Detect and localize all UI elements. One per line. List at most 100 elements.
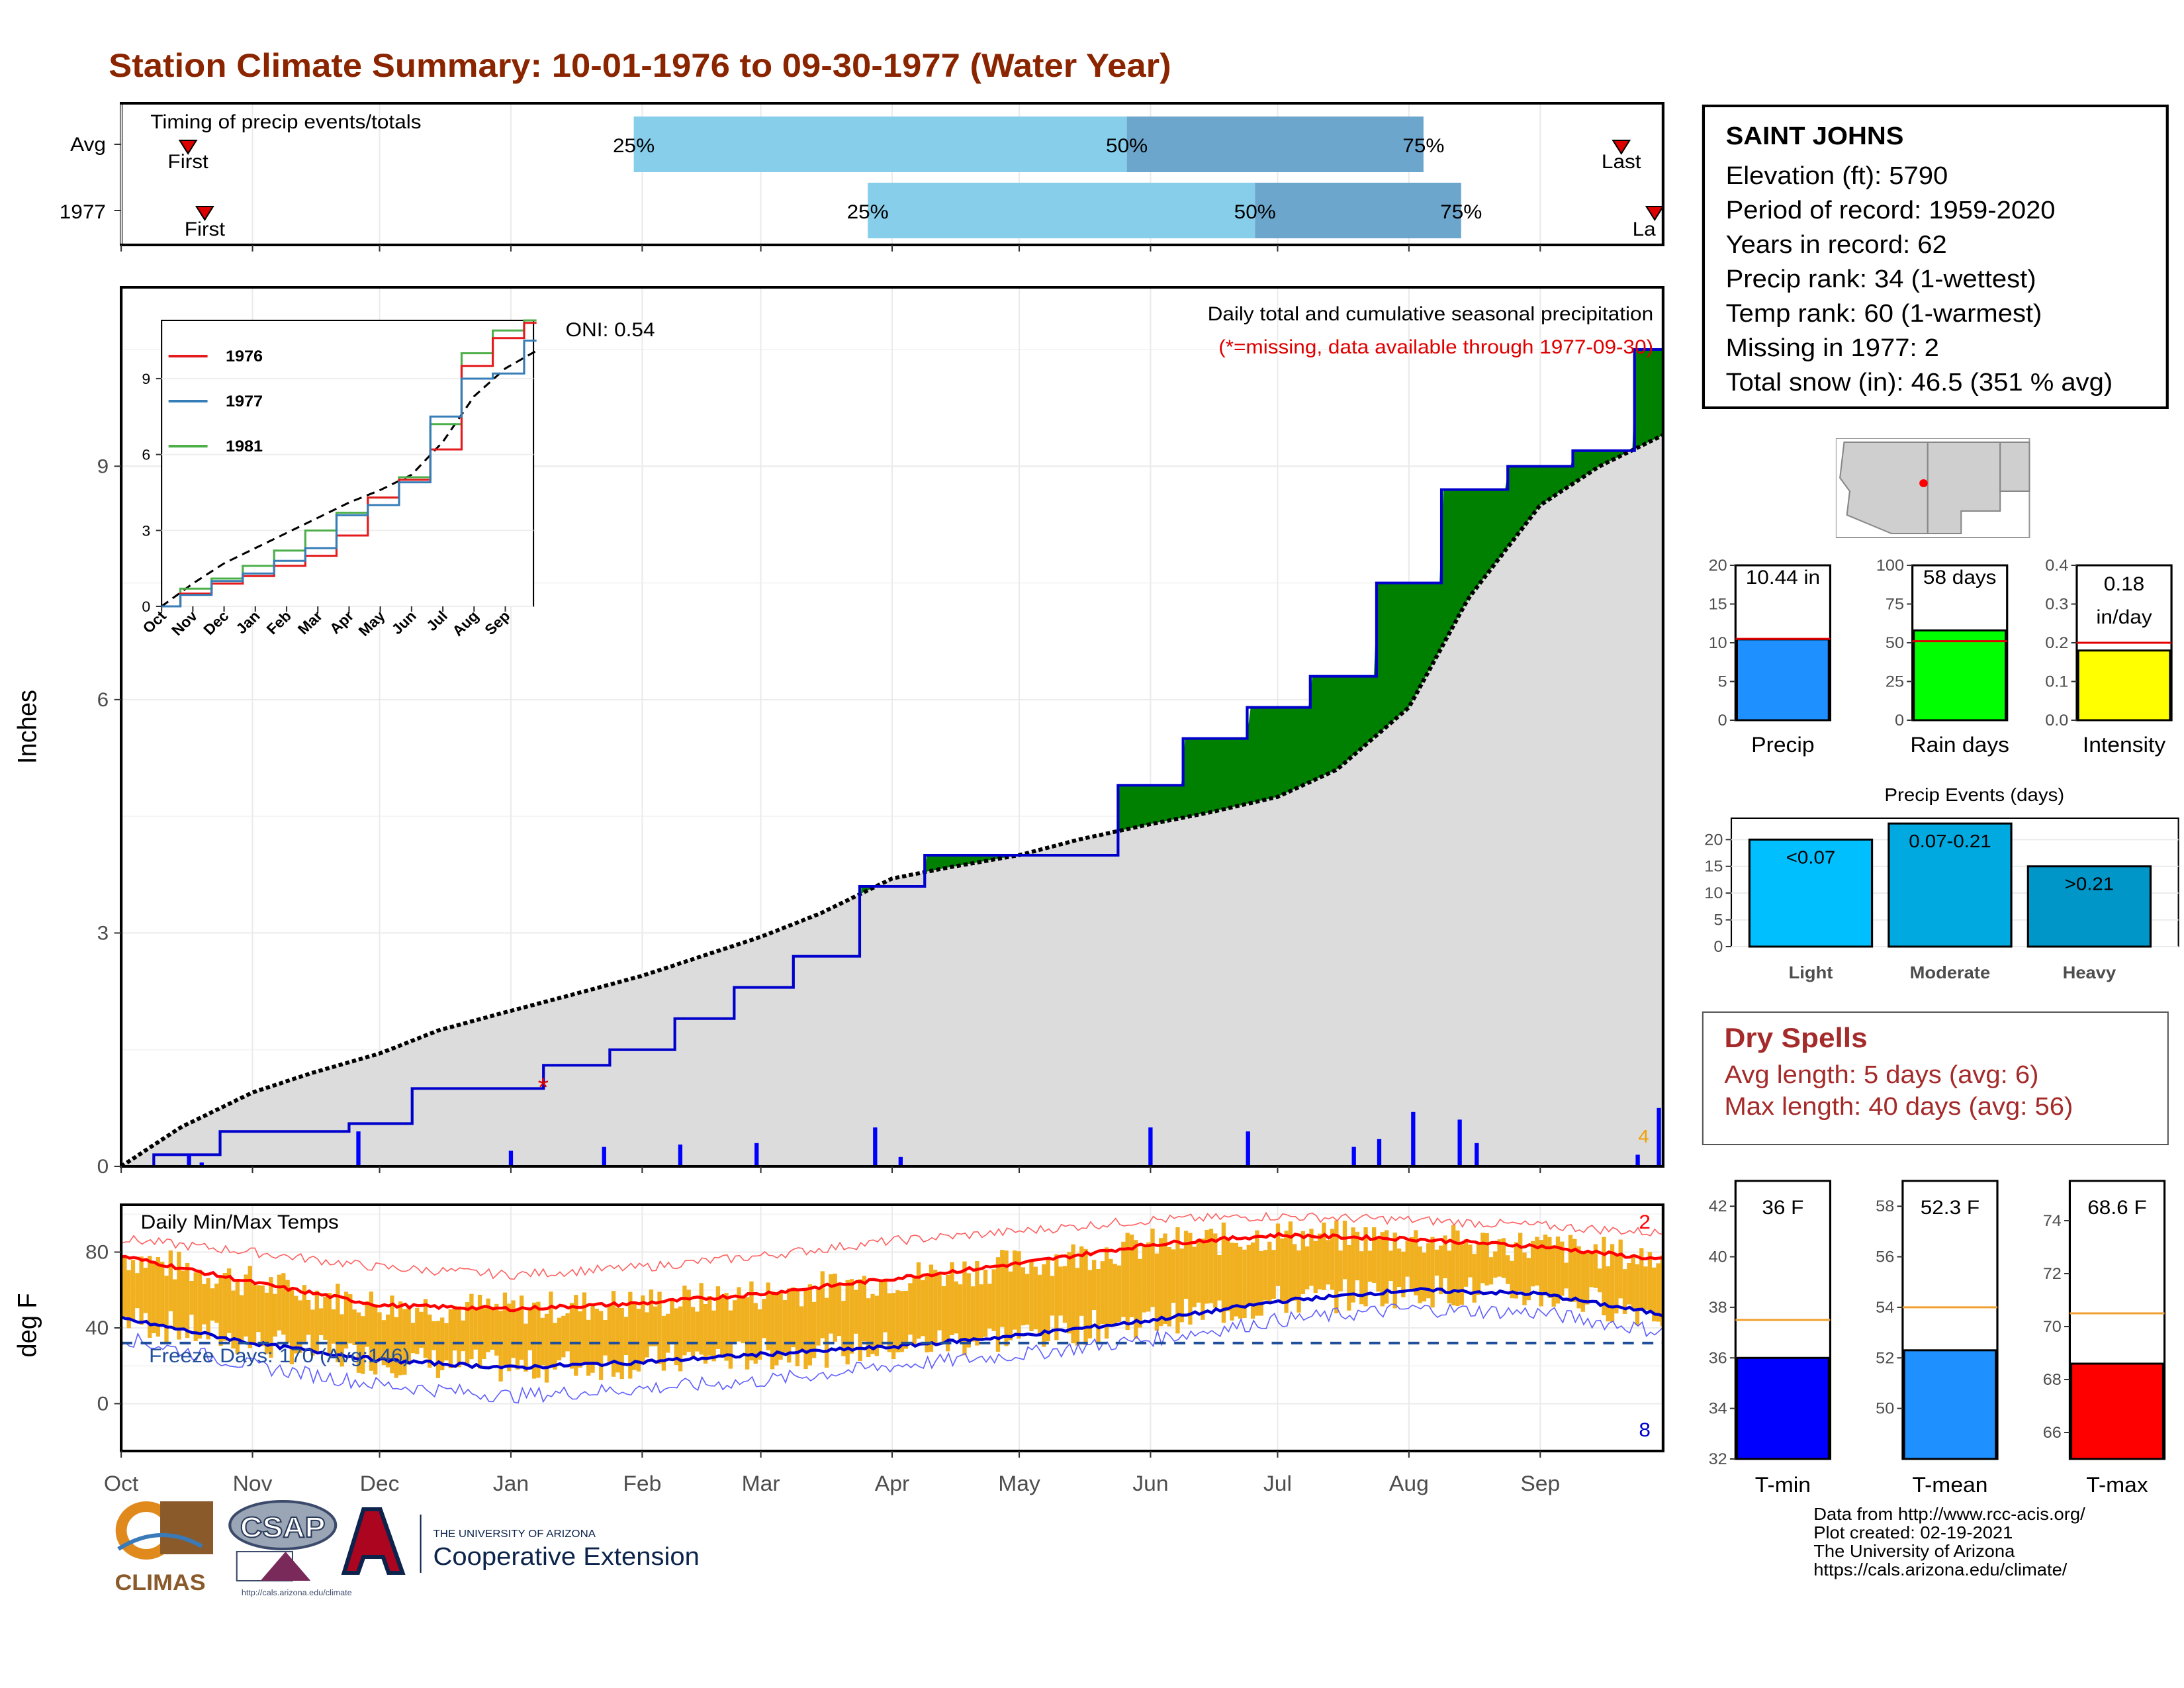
inset-legend-1981: 1981 <box>226 438 263 455</box>
temp-range-bar <box>1029 1259 1034 1331</box>
temp-range-bar <box>574 1295 578 1376</box>
temp-range-bar <box>1597 1268 1602 1293</box>
temp-range-bar <box>1518 1233 1523 1291</box>
mini-value-label: 0.18 <box>2104 573 2144 595</box>
temp-range-bar <box>1459 1244 1464 1305</box>
temp-range-bar <box>657 1291 662 1364</box>
temp-range-bar <box>1125 1233 1130 1330</box>
temp-range-bar <box>444 1323 449 1361</box>
temp-range-bar <box>1455 1230 1460 1306</box>
logos: CLIMAS CSAP http://cals.arizona.edu/clim… <box>114 1500 700 1597</box>
temp-range-bar <box>549 1291 553 1366</box>
temp-xtick-label: Dec <box>360 1472 400 1495</box>
freeze-days-label: Freeze Days: 170 (Avg:146) <box>149 1344 410 1367</box>
temp-range-bar <box>753 1303 758 1364</box>
temp-range-bar <box>536 1301 541 1378</box>
temp-range-bar <box>544 1313 549 1383</box>
temp-range-bar <box>336 1284 340 1362</box>
temp-range-bar <box>653 1306 658 1346</box>
temp-range-bar <box>866 1298 871 1357</box>
temp-range-bar <box>1046 1258 1050 1342</box>
temp-range-bar <box>603 1320 608 1356</box>
temp-range-bar <box>1175 1227 1180 1334</box>
temp-range-bar <box>803 1290 808 1369</box>
temp-range-bar <box>1013 1250 1017 1330</box>
temp-range-bar <box>1246 1244 1251 1307</box>
tbar-ytick-label: 50 <box>1876 1400 1894 1417</box>
temp-range-bar <box>1351 1227 1355 1303</box>
temp-range-bar <box>695 1311 700 1352</box>
temp-range-bar <box>348 1294 353 1344</box>
mini-ytick-label: 0.3 <box>2045 596 2068 613</box>
avg-p75-label: 75% <box>1402 134 1444 157</box>
temp-range-bar <box>1652 1267 1657 1322</box>
temp-range-bar <box>285 1280 290 1343</box>
temp-range-bar <box>1079 1246 1084 1316</box>
temp-ytick-label: 0 <box>97 1392 109 1415</box>
temp-range-bar <box>1129 1235 1134 1317</box>
events-ytick-label: 15 <box>1704 858 1723 875</box>
temp-range-bar <box>950 1262 954 1335</box>
temp-range-bar <box>1618 1239 1623 1299</box>
daily-precip-bar <box>1246 1131 1250 1166</box>
temp-range-bar <box>933 1270 938 1346</box>
temp-range-bar <box>1334 1220 1339 1313</box>
temp-range-bar <box>1396 1248 1402 1287</box>
temp-range-bar <box>210 1288 215 1321</box>
temp-range-bar <box>331 1309 336 1344</box>
temp-range-bar <box>1000 1250 1005 1327</box>
temp-range-bar <box>628 1291 633 1379</box>
temp-range-bar <box>126 1270 131 1329</box>
temp-range-bar <box>1497 1239 1502 1277</box>
temp-range-bar <box>569 1303 574 1369</box>
temp-range-bar <box>623 1317 629 1355</box>
temp-ylabel: deg F <box>13 1293 42 1357</box>
mini-value-label: 58 days <box>1923 566 1997 588</box>
tbar-ytick-label: 32 <box>1709 1451 1727 1468</box>
y1977-first-marker <box>195 206 214 221</box>
observed-cumulative-line <box>121 348 1663 1168</box>
temp-range-bar <box>1004 1250 1009 1346</box>
temp-range-bar <box>1196 1239 1201 1303</box>
temp-range-bar <box>1631 1254 1635 1310</box>
temp-range-bar <box>1560 1241 1565 1296</box>
temp-range-bar <box>248 1266 252 1348</box>
normal-cumulative-area <box>121 435 1663 1167</box>
temp-range-bar <box>390 1295 394 1374</box>
station-precip-rank: Precip rank: 34 (1-wettest) <box>1725 266 2036 294</box>
avg-first-marker <box>178 140 198 155</box>
temp-range-bar <box>845 1280 850 1365</box>
temp-range-bar <box>707 1296 712 1356</box>
temp-range-bar <box>235 1280 240 1354</box>
temp-range-bar <box>340 1314 344 1367</box>
temp-range-bar <box>1643 1266 1648 1310</box>
temp-range-bar <box>498 1311 503 1382</box>
temp-range-bar <box>477 1295 482 1369</box>
tbar-category-label: T-min <box>1755 1473 1811 1497</box>
temp-range-bar <box>615 1307 620 1373</box>
temp-range-bar <box>1647 1252 1653 1311</box>
precip-ytick-label: 9 <box>97 455 109 477</box>
temp-xtick-label: Nov <box>233 1472 273 1495</box>
temp-range-bar <box>1372 1227 1377 1283</box>
temp-range-bar <box>135 1273 140 1309</box>
temp-range-bar <box>502 1292 508 1366</box>
temp-range-bar <box>289 1287 295 1364</box>
temp-range-bar <box>670 1298 674 1344</box>
temp-range-bar <box>854 1289 858 1334</box>
events-title: Precip Events (days) <box>1884 785 2064 806</box>
temp-xtick-label: May <box>998 1472 1040 1495</box>
precip-ytick-label: 0 <box>97 1155 109 1178</box>
temp-range-bar <box>1564 1262 1569 1289</box>
temp-range-bar <box>1426 1243 1431 1299</box>
temp-range-bar <box>1338 1250 1343 1291</box>
station-missing: Missing in 1977: 2 <box>1725 335 1939 363</box>
temp-range-bar <box>799 1306 804 1353</box>
temp-range-bar <box>206 1278 210 1340</box>
temp-range-bar <box>741 1297 745 1344</box>
daily-precip-bar <box>1635 1154 1640 1166</box>
temp-range-bar <box>1484 1233 1489 1286</box>
events-category-label: Moderate <box>1910 963 1991 982</box>
temp-range-bar <box>715 1286 721 1349</box>
